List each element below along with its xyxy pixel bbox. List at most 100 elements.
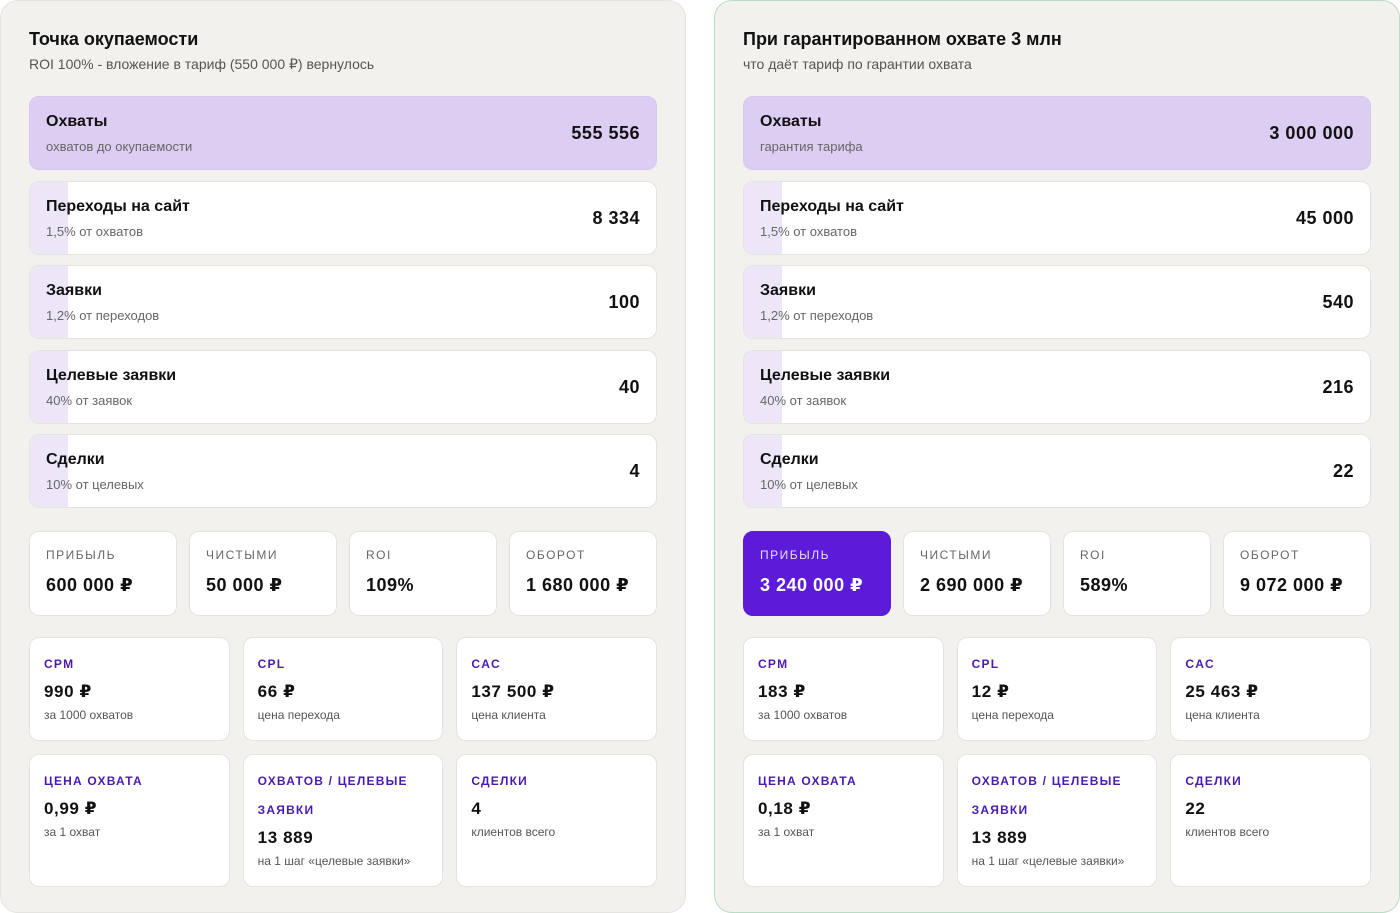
metric-label: CPM xyxy=(44,657,75,671)
breakeven-panel: Точка окупаемости ROI 100% - вложение в … xyxy=(0,0,686,913)
funnel-sublabel: 10% от целевых xyxy=(760,477,858,492)
metric-reach-per-target-lead: ОХВАТОВ / ЦЕЛЕВЫЕ ЗАЯВКИ 13 889 на 1 шаг… xyxy=(956,754,1158,887)
metric-sublabel: за 1000 охватов xyxy=(758,708,848,722)
metric-cpl: CPL 66 ₽ цена перехода xyxy=(242,637,444,741)
funnel-row-reach: Охваты охватов до окупаемости 555 556 xyxy=(29,96,657,170)
metric-sublabel: цена клиента xyxy=(1185,708,1260,722)
stat-value: 9 072 000 ₽ xyxy=(1240,575,1344,595)
funnel-row-leads: Заявки 1,2% от переходов 540 xyxy=(743,265,1371,339)
funnel-sublabel: 10% от целевых xyxy=(46,477,144,492)
funnel-sublabel: охватов до окупаемости xyxy=(46,139,193,154)
metric-label: CPM xyxy=(758,657,789,671)
funnel-value: 3 000 000 xyxy=(1269,123,1354,143)
funnel-sublabel: 1,2% от переходов xyxy=(46,308,160,323)
metric-value: 13 889 xyxy=(257,828,314,847)
funnel-sublabel: 1,5% от охватов xyxy=(760,223,857,239)
metric-sublabel: цена клиента xyxy=(471,708,546,722)
funnel-bar xyxy=(744,435,782,507)
metric-sublabel: клиентов всего xyxy=(1185,825,1270,839)
stat-net: ЧИСТЫМИ 2 690 000 ₽ xyxy=(903,531,1051,616)
funnel-row-target-leads: Целевые заявки 40% от заявок 216 xyxy=(743,349,1371,424)
metric-reach-price: ЦЕНА ОХВАТА 0,99 ₽ за 1 охват xyxy=(29,754,230,887)
funnel-bar xyxy=(744,350,782,423)
stat-net: ЧИСТЫМИ 50 000 ₽ xyxy=(189,531,337,616)
metric-sublabel: за 1000 охватов xyxy=(44,708,134,722)
metric-value: 0,99 ₽ xyxy=(44,799,98,818)
stat-value: 3 240 000 ₽ xyxy=(760,575,864,595)
metric-label: ЦЕНА ОХВАТА xyxy=(758,774,857,788)
metric-cpm: CPM 183 ₽ за 1000 охватов xyxy=(743,637,944,741)
funnel-label: Целевые заявки xyxy=(760,366,891,384)
metric-label: СДЕЛКИ xyxy=(471,774,528,788)
funnel-value: 540 xyxy=(1322,292,1354,312)
funnel-value: 4 xyxy=(629,461,640,481)
funnel-label: Переходы на сайт xyxy=(760,197,904,215)
metric-value: 4 xyxy=(471,799,482,818)
funnel-value: 555 556 xyxy=(571,123,640,143)
stat-value: 109% xyxy=(366,575,415,595)
funnel-value: 216 xyxy=(1322,376,1354,397)
stat-value: 50 000 ₽ xyxy=(206,575,283,595)
panel-subtitle: ROI 100% - вложение в тариф (550 000 ₽) … xyxy=(29,56,375,72)
metric-value: 66 ₽ xyxy=(257,682,296,701)
funnel-row-deals: Сделки 10% от целевых 4 xyxy=(29,434,657,508)
metric-label: CPL xyxy=(257,657,286,671)
metric-sublabel: цена перехода xyxy=(971,708,1054,722)
metric-reach-per-target-lead: ОХВАТОВ / ЦЕЛЕВЫЕ ЗАЯВКИ 13 889 на 1 шаг… xyxy=(242,754,444,887)
metric-sublabel: за 1 охват xyxy=(758,825,815,839)
stat-profit: ПРИБЫЛЬ 3 240 000 ₽ xyxy=(743,531,891,616)
metric-value: 137 500 ₽ xyxy=(471,682,555,701)
metric-sublabel: цена перехода xyxy=(257,708,340,722)
summary-stats: ПРИБЫЛЬ 3 240 000 ₽ ЧИСТЫМИ 2 690 000 ₽ … xyxy=(743,531,1371,616)
metrics-grid: CPM 990 ₽ за 1000 охватов CPL 66 ₽ цена … xyxy=(29,637,657,887)
funnel-row-site-visits: Переходы на сайт 1,5% от охватов 8 334 xyxy=(29,180,657,255)
stat-label: ROI xyxy=(366,548,392,562)
stat-label: ОБОРОТ xyxy=(526,548,586,562)
stat-value: 1 680 000 ₽ xyxy=(526,575,630,595)
funnel-sublabel: 1,5% от охватов xyxy=(46,223,143,239)
funnel-value: 45 000 xyxy=(1295,207,1354,228)
funnel-bar xyxy=(744,266,782,338)
metric-value: 13 889 xyxy=(971,828,1028,847)
stat-value: 589% xyxy=(1080,575,1129,595)
funnel-row-leads: Заявки 1,2% от переходов 100 xyxy=(29,265,657,339)
stat-turnover: ОБОРОТ 1 680 000 ₽ xyxy=(509,531,657,616)
metric-reach-price: ЦЕНА ОХВАТА 0,18 ₽ за 1 охват xyxy=(743,754,944,887)
panel-subtitle: что даёт тариф по гарантии охвата xyxy=(743,56,972,72)
funnel-row-target-leads: Целевые заявки 40% от заявок 40 xyxy=(29,349,657,424)
metric-cpm: CPM 990 ₽ за 1000 охватов xyxy=(29,637,230,741)
stat-turnover: ОБОРОТ 9 072 000 ₽ xyxy=(1223,531,1371,616)
funnel-row-deals: Сделки 10% от целевых 22 xyxy=(743,434,1371,508)
funnel-sublabel: 40% от заявок xyxy=(760,392,847,408)
metric-value: 22 xyxy=(1185,799,1206,818)
stat-label: ЧИСТЫМИ xyxy=(920,548,992,562)
panel-title: Точка окупаемости xyxy=(29,29,199,49)
stat-roi: ROI 589% xyxy=(1063,531,1211,616)
metric-sublabel: на 1 шаг «целевые заявки» xyxy=(971,854,1125,868)
funnel-label: Сделки xyxy=(46,451,105,468)
funnel-value: 22 xyxy=(1332,461,1354,481)
metric-value: 0,18 ₽ xyxy=(758,799,812,818)
metric-sublabel: на 1 шаг «целевые заявки» xyxy=(257,854,411,868)
funnel-sublabel: 1,2% от переходов xyxy=(760,308,874,323)
funnel-value: 40 xyxy=(618,376,640,397)
funnel-bar xyxy=(30,435,68,507)
metric-label: ОХВАТОВ / ЦЕЛЕВЫЕ ЗАЯВКИ xyxy=(971,774,1122,817)
funnel: Охваты охватов до окупаемости 555 556 Пе… xyxy=(29,96,657,519)
metric-label: СДЕЛКИ xyxy=(1185,774,1242,788)
summary-stats: ПРИБЫЛЬ 600 000 ₽ ЧИСТЫМИ 50 000 ₽ ROI 1… xyxy=(29,531,657,616)
funnel-label: Сделки xyxy=(760,451,819,468)
metric-value: 990 ₽ xyxy=(44,682,92,701)
funnel-label: Заявки xyxy=(46,282,102,299)
metric-cpl: CPL 12 ₽ цена перехода xyxy=(956,637,1158,741)
metric-cac: CAC 25 463 ₽ цена клиента xyxy=(1170,637,1371,741)
stat-value: 600 000 ₽ xyxy=(46,575,134,595)
funnel-bar xyxy=(30,181,68,254)
metric-cac: CAC 137 500 ₽ цена клиента xyxy=(456,637,657,741)
funnel-value: 8 334 xyxy=(592,207,640,228)
metric-deals: СДЕЛКИ 4 клиентов всего xyxy=(456,754,657,887)
stat-label: ЧИСТЫМИ xyxy=(206,548,278,562)
funnel-label: Заявки xyxy=(760,282,816,299)
metric-label: CAC xyxy=(1185,657,1215,671)
metric-value: 183 ₽ xyxy=(758,682,806,701)
